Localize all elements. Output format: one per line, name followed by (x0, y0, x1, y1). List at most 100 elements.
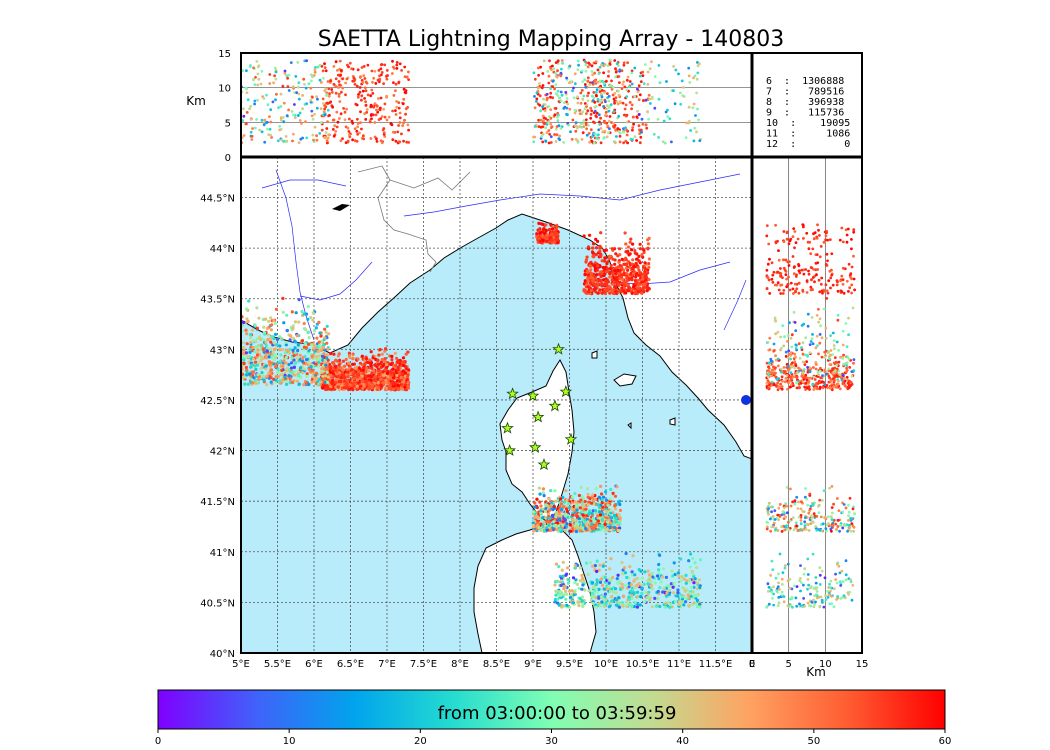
lightning-source (288, 338, 292, 342)
altitude-source (644, 63, 647, 66)
lightning-source (573, 564, 577, 568)
altitude-source (800, 374, 804, 378)
altitude-source (586, 65, 590, 69)
altitude-source (595, 111, 599, 115)
altitude-source (402, 139, 405, 143)
altitude-source (334, 130, 338, 133)
lightning-source (639, 271, 643, 275)
lightning-source (613, 247, 617, 251)
lightning-source (242, 361, 246, 365)
altitude-source (551, 64, 554, 68)
altitude-source (628, 80, 632, 83)
altitude-source (597, 128, 601, 132)
altitude-source (341, 77, 345, 81)
altitude-source (364, 118, 368, 121)
altitude-source (584, 63, 588, 67)
altitude-source (794, 364, 798, 367)
lightning-source (610, 516, 614, 520)
altitude-source (618, 134, 622, 138)
altitude-source (395, 105, 399, 109)
altitude-source (339, 84, 343, 87)
lon-tick-label: 5.5°E (264, 659, 291, 670)
altitude-source (621, 130, 625, 134)
altitude-source (355, 139, 359, 143)
altitude-source (544, 140, 548, 143)
lightning-source (325, 380, 330, 384)
altitude-source (250, 134, 254, 138)
altitude-source (605, 135, 609, 139)
altitude-source (549, 126, 553, 129)
altitude-source (851, 306, 855, 310)
lightning-source (584, 258, 589, 262)
lightning-source (600, 595, 604, 599)
lightning-source (552, 504, 556, 508)
lightning-source (618, 280, 622, 284)
lightning-source (626, 245, 631, 249)
altitude-source (607, 106, 611, 109)
lightning-source (394, 381, 398, 385)
lightning-source (294, 340, 298, 344)
altitude-source (591, 99, 595, 102)
altitude-source (336, 120, 340, 124)
lightning-source (285, 329, 289, 333)
lightning-source (284, 379, 288, 383)
lightning-source (671, 574, 675, 578)
lightning-source (594, 486, 598, 491)
altitude-source (532, 140, 536, 144)
station-star (528, 440, 542, 453)
altitude-latitude-panel: 0 5 10 15 Km (741, 157, 868, 679)
lightning-source (587, 589, 591, 593)
altitude-source (538, 94, 542, 98)
lightning-source (628, 240, 632, 244)
altitude-source (315, 134, 318, 138)
altitude-source (397, 101, 401, 104)
lightning-source (324, 374, 328, 378)
altitude-source (394, 113, 398, 116)
lightning-source (608, 567, 612, 571)
altitude-source (813, 378, 817, 381)
altitude-source (311, 95, 314, 99)
lightning-source (318, 343, 322, 347)
altitude-source (696, 64, 700, 68)
lightning-source (367, 374, 371, 378)
altitude-source (666, 108, 669, 112)
lightning-source (266, 346, 270, 350)
lightning-source (535, 232, 539, 236)
lightning-source (301, 359, 305, 363)
altitude-source (348, 135, 352, 139)
altitude-source (269, 120, 273, 124)
lightning-source (314, 326, 318, 330)
altitude-source (567, 123, 570, 127)
lightning-source (630, 248, 634, 252)
lightning-source (653, 581, 657, 585)
lightning-source (289, 334, 293, 338)
lightning-source (553, 489, 557, 493)
altitude-source (843, 384, 847, 388)
altitude-source (798, 356, 802, 360)
altitude-source (831, 367, 834, 371)
altitude-source (392, 65, 395, 69)
altitude-source (576, 126, 579, 130)
lightning-source (614, 598, 619, 602)
lightning-source (361, 386, 365, 390)
lat-tick-label: 44.5°N (200, 193, 235, 204)
altitude-source (382, 127, 386, 130)
lightning-source (371, 356, 375, 360)
lightning-source (266, 333, 271, 337)
lightning-source (292, 354, 296, 358)
altitude-source (622, 61, 626, 65)
lightning-source (607, 581, 611, 585)
altitude-source (576, 101, 580, 105)
lightning-source (565, 522, 569, 526)
altitude-source (541, 132, 545, 136)
lightning-source (259, 343, 263, 347)
lightning-source (611, 271, 615, 275)
lightning-source (573, 566, 577, 570)
altitude-source (407, 128, 410, 132)
lightning-source (554, 515, 558, 519)
lightning-source (314, 362, 318, 366)
lightning-source (325, 353, 330, 357)
lightning-source (635, 576, 640, 581)
altitude-source (576, 139, 580, 143)
lightning-source (538, 500, 542, 504)
